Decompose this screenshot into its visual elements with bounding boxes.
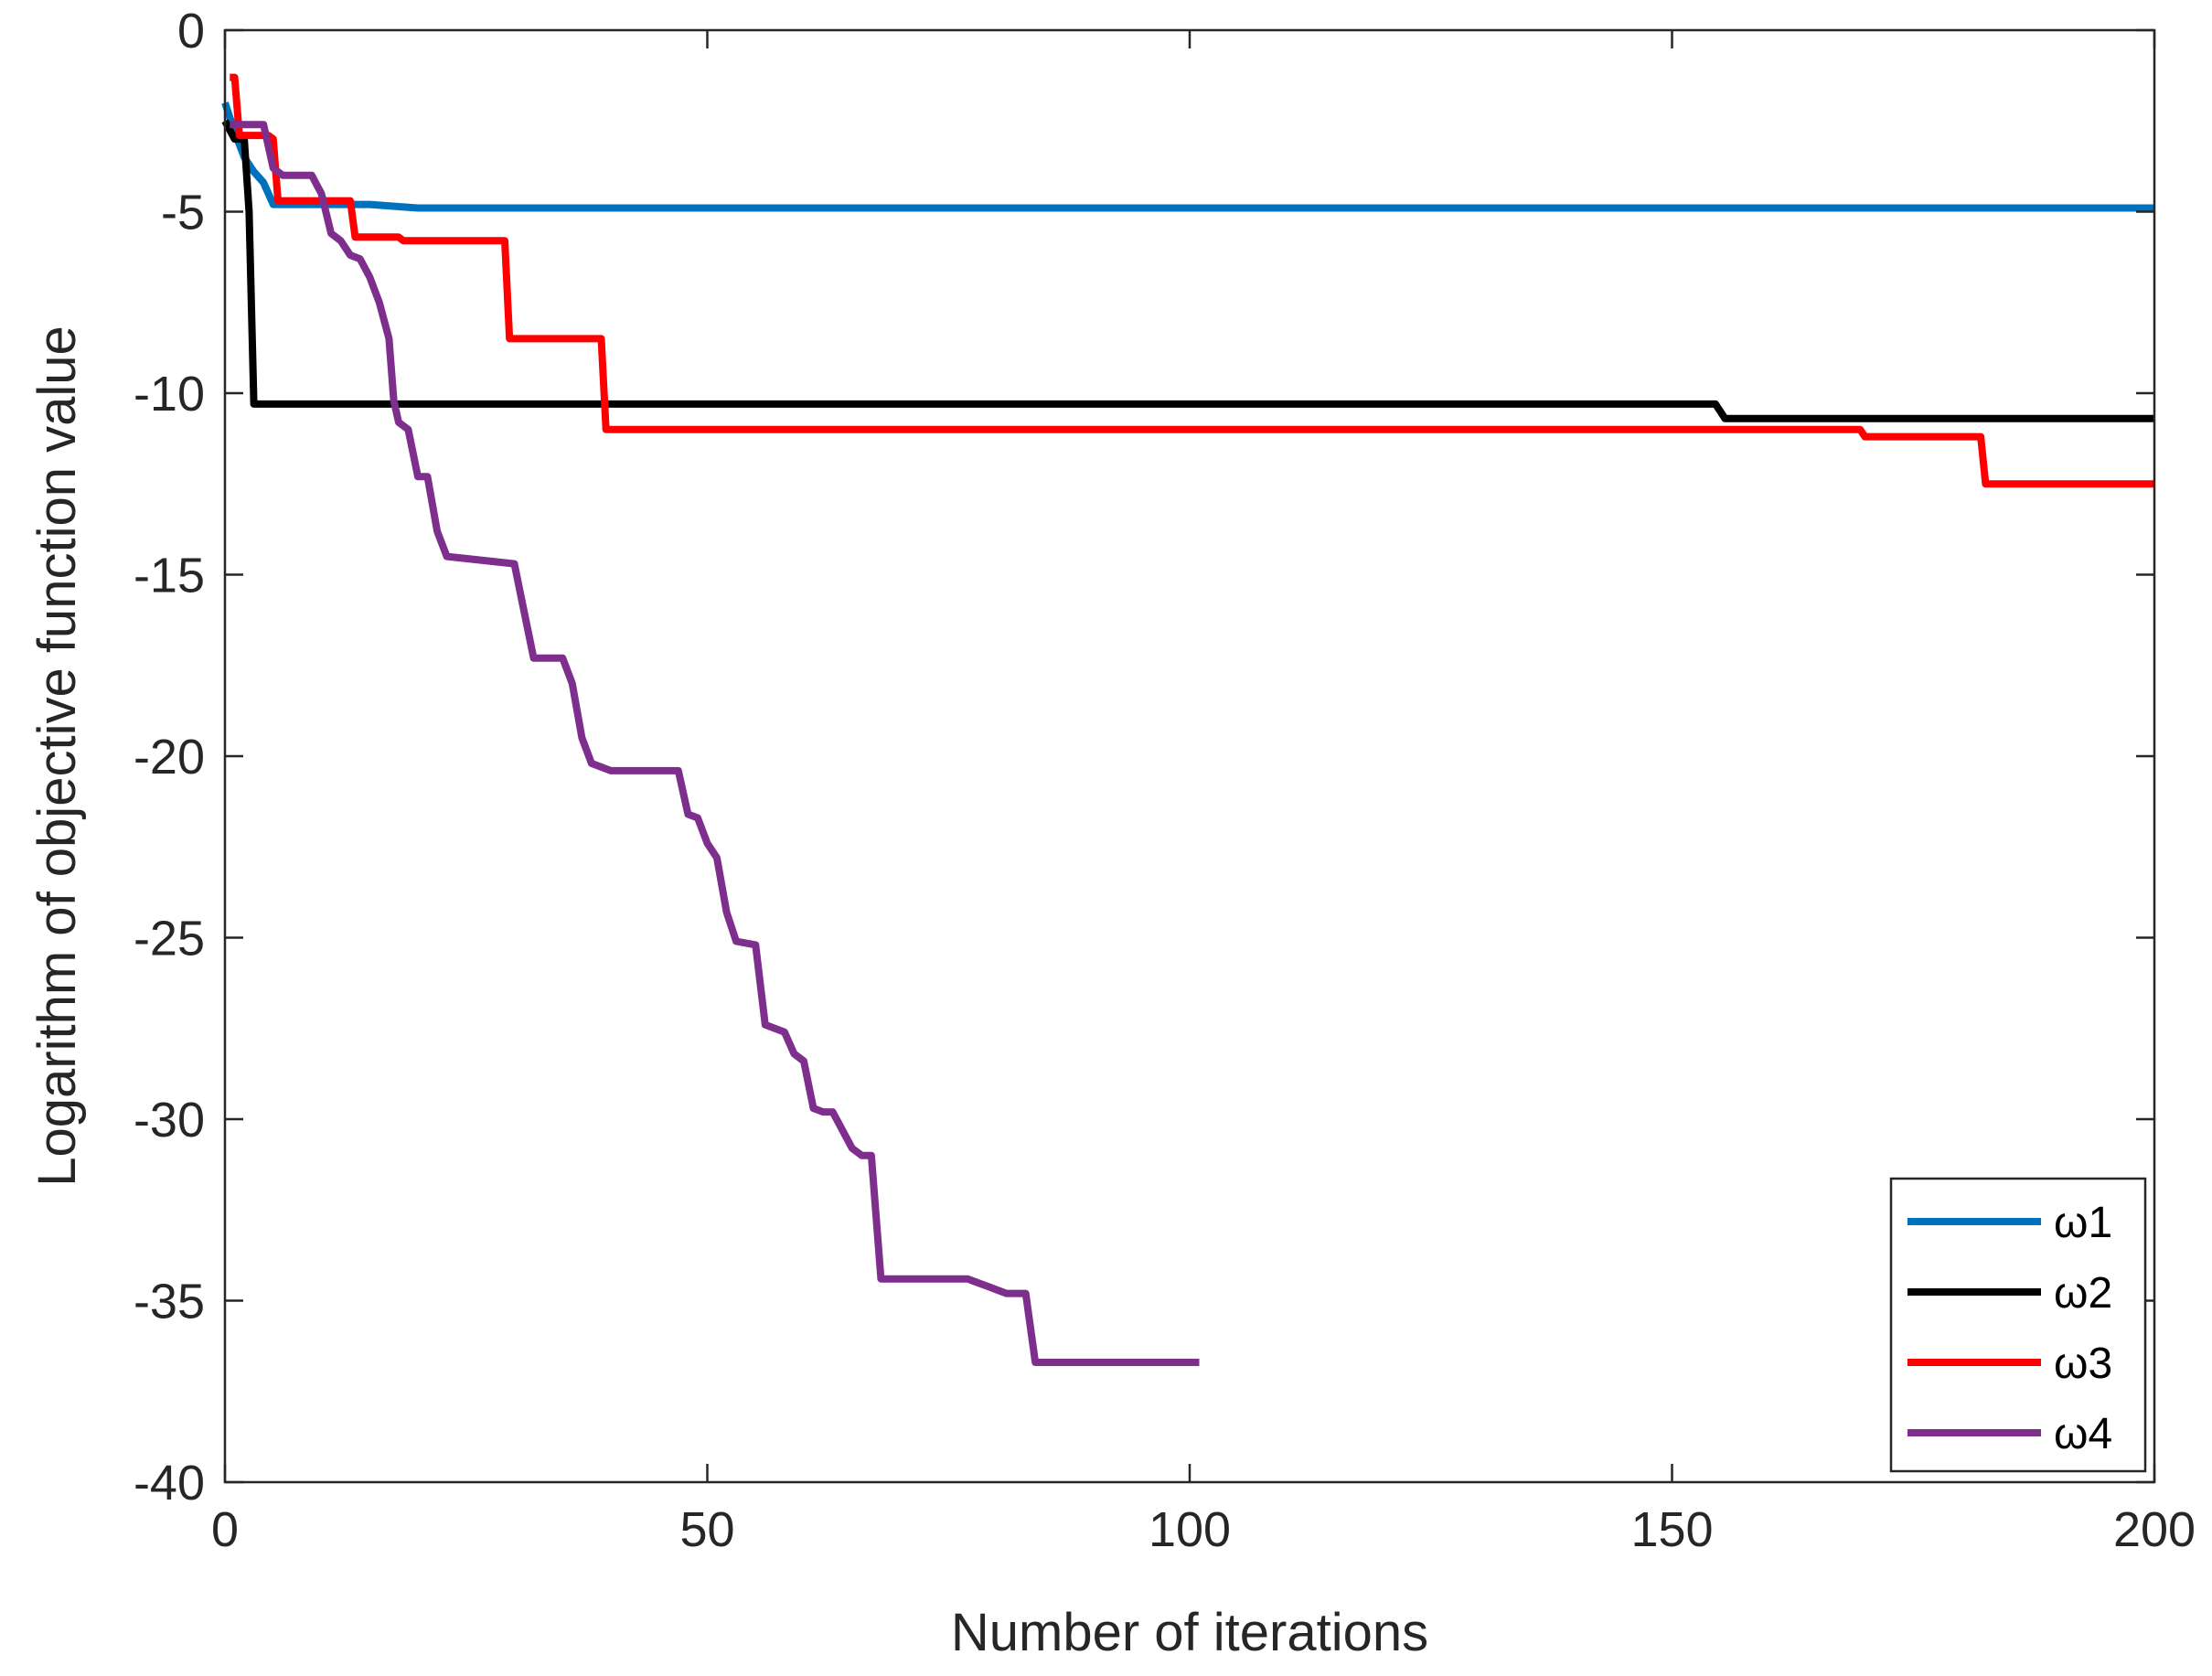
y-tick-label: -10 [134, 367, 205, 422]
x-tick-label: 150 [1630, 1502, 1713, 1557]
y-tick-label: -35 [134, 1275, 205, 1329]
y-tick-label: -30 [134, 1093, 205, 1148]
y-tick-label: -20 [134, 730, 205, 785]
series-line-4 [230, 121, 1200, 1366]
series-line-3 [230, 73, 2154, 488]
y-tick-label: 0 [177, 4, 205, 59]
x-tick-label: 0 [211, 1502, 239, 1557]
plot-area [225, 30, 2154, 1482]
legend-label-4: ω4 [2054, 1410, 2112, 1458]
x-tick-label: 50 [679, 1502, 734, 1557]
y-axis-title: Logarithm of objective function value [27, 326, 87, 1186]
x-tick-label: 200 [2113, 1502, 2196, 1557]
legend-label-2: ω2 [2054, 1269, 2112, 1318]
legend: ω1 ω2 ω3 ω4 [1889, 1177, 2147, 1473]
x-tick-label: 100 [1149, 1502, 1231, 1557]
legend-label-1: ω1 [2054, 1199, 2112, 1247]
ticks-layer: 0 50 100 150 200 0 -5 -10 -15 -20 -25 -30 -35 -40 [134, 4, 2196, 1557]
legend-box [1889, 1177, 2147, 1473]
x-axis-title: Number of iterations [951, 1603, 1428, 1662]
y-tick-label: -15 [134, 549, 205, 603]
y-tick-label: -25 [134, 912, 205, 966]
y-tick-label: -40 [134, 1456, 205, 1511]
series-layer [221, 73, 2154, 1366]
y-tick-label: -5 [161, 186, 205, 240]
legend-label-3: ω3 [2054, 1340, 2112, 1388]
